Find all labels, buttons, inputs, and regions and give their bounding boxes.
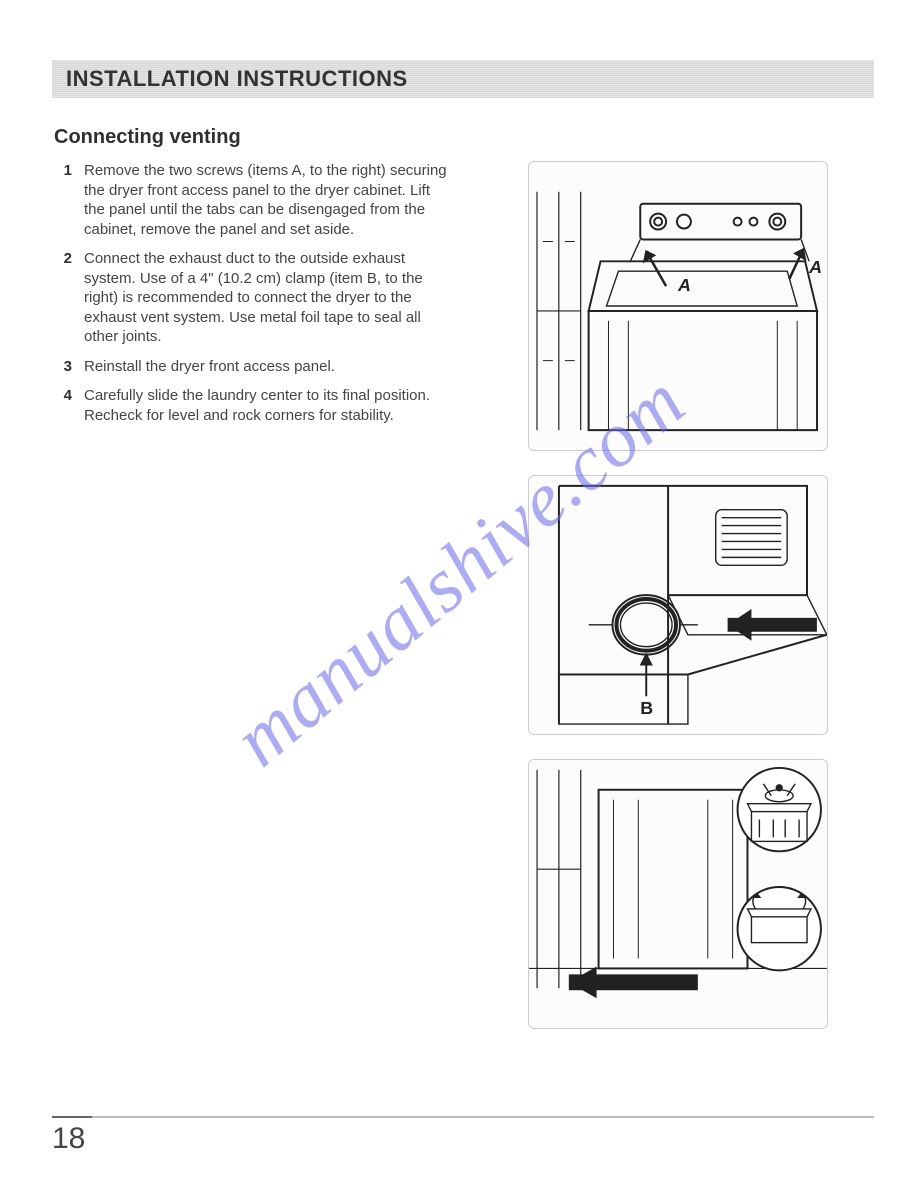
step-text: Remove the two screws (items A, to the r… [84, 162, 447, 238]
figure-c-svg [529, 760, 827, 1028]
step-number: 4 [52, 386, 72, 406]
footer-rule [52, 1116, 874, 1118]
steps-list: 1 Remove the two screws (items A, to the… [52, 161, 452, 425]
page-header-title: INSTALLATION INSTRUCTIONS [66, 66, 408, 92]
section-title: Connecting venting [54, 126, 874, 149]
figure-b: B [528, 475, 828, 735]
step-number: 1 [52, 161, 72, 181]
label-a-left: A [677, 275, 691, 295]
page-number: 18 [52, 1122, 85, 1156]
figure-c [528, 759, 828, 1029]
step-3: 3 Reinstall the dryer front access panel… [76, 357, 452, 377]
header-bar: INSTALLATION INSTRUCTIONS [52, 60, 874, 98]
instruction-column: 1 Remove the two screws (items A, to the… [52, 161, 452, 1029]
step-text: Carefully slide the laundry center to it… [84, 387, 430, 424]
step-1: 1 Remove the two screws (items A, to the… [76, 161, 452, 239]
figure-a-svg: A A [529, 162, 827, 450]
label-b: B [640, 698, 653, 718]
label-a-right: A [808, 257, 822, 277]
step-text: Connect the exhaust duct to the outside … [84, 250, 423, 345]
step-number: 3 [52, 357, 72, 377]
figure-a: A A [528, 161, 828, 451]
step-text: Reinstall the dryer front access panel. [84, 358, 335, 375]
step-4: 4 Carefully slide the laundry center to … [76, 386, 452, 425]
step-number: 2 [52, 249, 72, 269]
step-2: 2 Connect the exhaust duct to the outsid… [76, 249, 452, 347]
figure-b-svg: B [529, 476, 827, 734]
figures-column: A A [482, 161, 874, 1029]
